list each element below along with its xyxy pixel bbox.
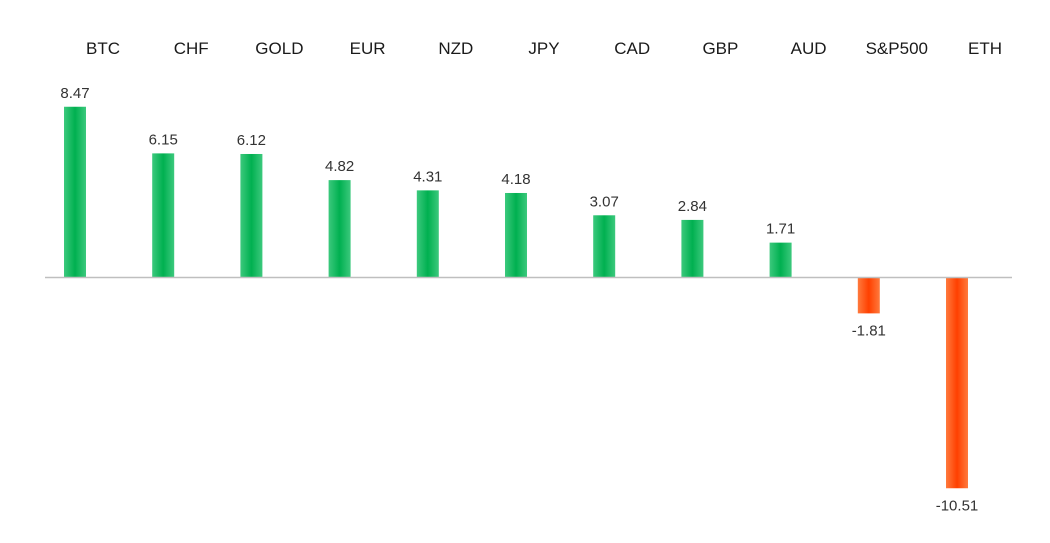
category-label-cad: CAD [614, 39, 650, 58]
bar-gbp [681, 219, 704, 277]
category-label-chf: CHF [174, 39, 209, 58]
bar-aud [769, 242, 792, 277]
bars [64, 106, 968, 489]
value-label-gbp: 2.84 [678, 198, 707, 215]
bar-cad [593, 215, 616, 277]
value-label-jpy: 4.18 [501, 171, 530, 188]
value-label-eth: -10.51 [936, 497, 979, 514]
category-label-eth: ETH [968, 39, 1002, 58]
bar-jpy [505, 192, 527, 277]
category-label-btc: BTC [86, 39, 120, 58]
category-label-gold: GOLD [255, 39, 303, 58]
value-label-gold: 6.12 [237, 132, 266, 149]
category-label-eur: EUR [350, 39, 386, 58]
bar-gold [240, 153, 263, 277]
category-label-s-p500: S&P500 [866, 39, 928, 58]
bar-eth [946, 277, 968, 489]
value-label-s-p500: -1.81 [852, 322, 886, 339]
bar-eur [328, 180, 351, 277]
value-label-chf: 6.15 [149, 131, 178, 148]
value-labels: 8.47 6.15 6.12 4.82 4.31 4.18 3.07 2.84 1.71 -1.8… [60, 85, 978, 514]
bar-nzd [416, 190, 439, 277]
category-label-gbp: GBP [702, 39, 738, 58]
category-labels: BTC CHF GOLD EUR NZD JPY CAD GBP AUD S&P500 ETH [86, 39, 1002, 58]
value-label-btc: 8.47 [60, 85, 89, 102]
category-label-aud: AUD [791, 39, 827, 58]
value-label-eur: 4.82 [325, 158, 354, 175]
category-label-nzd: NZD [438, 39, 473, 58]
value-label-aud: 1.71 [766, 221, 795, 238]
value-label-cad: 3.07 [590, 193, 619, 210]
category-label-jpy: JPY [528, 39, 559, 58]
value-label-nzd: 4.31 [413, 168, 442, 185]
bar-chf [152, 153, 175, 277]
bar-s-p500 [857, 277, 880, 314]
bar-btc [64, 106, 86, 278]
